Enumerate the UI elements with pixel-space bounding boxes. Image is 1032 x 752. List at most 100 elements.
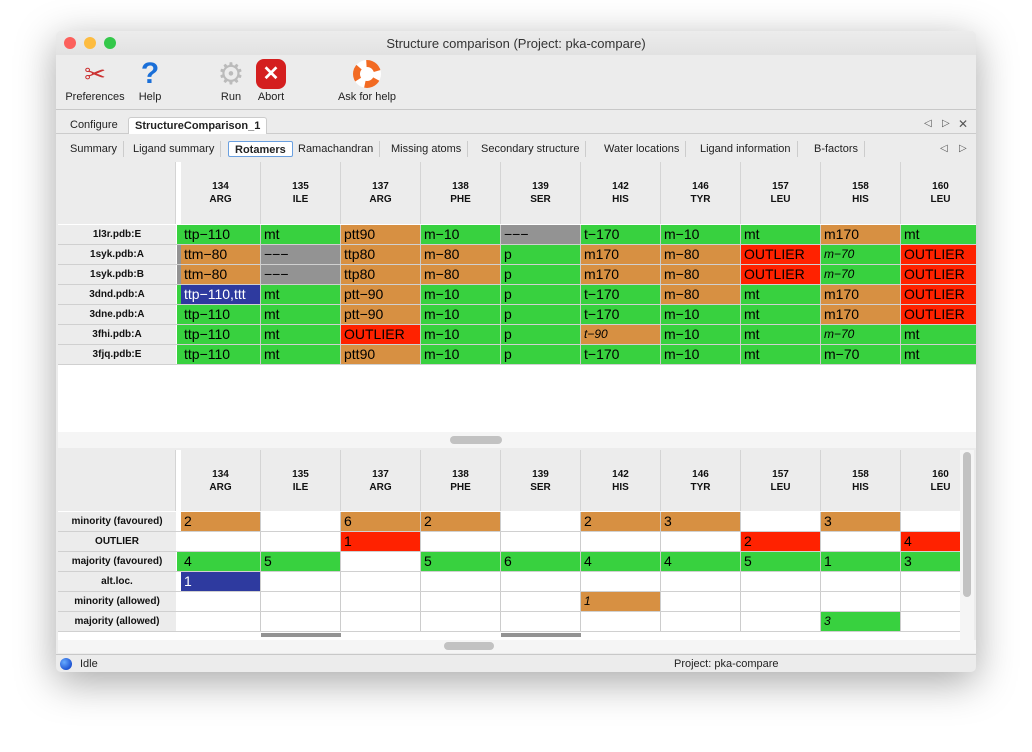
tab-configure[interactable]: Configure [70, 119, 118, 131]
table-cell[interactable] [181, 592, 261, 611]
table-cell[interactable]: t−170 [581, 285, 661, 304]
table-cell[interactable] [821, 592, 901, 611]
table-cell[interactable] [581, 532, 661, 551]
table-cell[interactable]: ttp−110 [181, 345, 261, 364]
scroll-thumb[interactable] [444, 642, 494, 650]
tab-ligand-information[interactable]: Ligand information [694, 141, 798, 157]
table-cell[interactable]: 1 [581, 592, 661, 611]
table-cell[interactable]: 3 [821, 612, 901, 631]
table-cell[interactable] [261, 572, 341, 591]
table-cell[interactable]: ttm−80 [181, 245, 261, 264]
table-cell[interactable]: m−10 [421, 285, 501, 304]
tab-b-factors[interactable]: B-factors [808, 141, 866, 157]
scroll-thumb[interactable] [963, 452, 971, 597]
tab-scroll-left-icon[interactable]: ◁ [924, 118, 932, 129]
table-cell[interactable] [901, 592, 962, 611]
table-cell[interactable]: ptt90 [341, 225, 421, 244]
table-cell[interactable]: m−70 [821, 245, 901, 264]
zoom-window-button[interactable] [104, 37, 116, 49]
column-header[interactable]: 138 PHE [421, 162, 501, 224]
table-cell[interactable]: m−10 [421, 225, 501, 244]
table-cell[interactable]: m−70 [821, 265, 901, 284]
table-cell[interactable]: ttp−110 [181, 325, 261, 344]
table-cell[interactable]: m170 [821, 285, 901, 304]
table-cell[interactable] [261, 612, 341, 631]
table-cell[interactable]: mt [261, 325, 341, 344]
table-cell[interactable] [501, 532, 581, 551]
table-cell[interactable]: 4 [901, 532, 962, 551]
table-cell[interactable] [901, 612, 962, 631]
table-cell[interactable]: 2 [421, 512, 501, 531]
table-cell[interactable] [341, 572, 421, 591]
column-header[interactable]: 138 PHE [421, 450, 501, 511]
table-cell[interactable]: −−− [261, 265, 341, 284]
table-cell[interactable]: OUTLIER [741, 245, 821, 264]
column-header[interactable]: 137 ARG [341, 162, 421, 224]
table-cell[interactable] [741, 512, 821, 531]
table-cell[interactable] [261, 592, 341, 611]
close-window-button[interactable] [64, 37, 76, 49]
table-cell[interactable]: mt [901, 325, 976, 344]
table-cell[interactable]: mt [741, 225, 821, 244]
table-cell[interactable] [501, 572, 581, 591]
table-cell[interactable]: mt [741, 285, 821, 304]
column-header[interactable]: 142 HIS [581, 450, 661, 511]
table-cell[interactable] [501, 612, 581, 631]
table-cell[interactable]: ptt−90 [341, 285, 421, 304]
table-cell[interactable]: 6 [501, 552, 581, 571]
table-cell[interactable]: mt [741, 345, 821, 364]
table-cell[interactable]: 1 [821, 552, 901, 571]
table-cell[interactable]: 1 [341, 532, 421, 551]
table-cell[interactable]: p [501, 245, 581, 264]
table-cell[interactable]: 1 [181, 572, 261, 591]
table-cell[interactable]: mt [741, 325, 821, 344]
tab-water-locations[interactable]: Water locations [598, 141, 687, 157]
table-cell[interactable]: −−− [501, 225, 581, 244]
column-header[interactable]: 146 TYR [661, 162, 741, 224]
run-button[interactable]: ⚙ Run [214, 57, 248, 104]
table-cell[interactable]: OUTLIER [341, 325, 421, 344]
table-cell[interactable]: m170 [821, 225, 901, 244]
table-cell[interactable] [341, 592, 421, 611]
table-cell[interactable]: m−10 [421, 305, 501, 324]
column-header[interactable]: 157 LEU [741, 162, 821, 224]
minimize-window-button[interactable] [84, 37, 96, 49]
column-header[interactable]: 157 LEU [741, 450, 821, 511]
column-header[interactable]: 134 ARG [181, 450, 261, 511]
table-cell[interactable]: p [501, 265, 581, 284]
table-cell[interactable] [741, 612, 821, 631]
table-cell[interactable] [421, 612, 501, 631]
table-cell[interactable] [181, 532, 261, 551]
table-cell[interactable]: mt [261, 305, 341, 324]
table-cell[interactable]: mt [741, 305, 821, 324]
table-cell[interactable] [341, 612, 421, 631]
tab-scroll-right-icon[interactable]: ▷ [942, 118, 950, 129]
column-header[interactable]: 142 HIS [581, 162, 661, 224]
table-cell[interactable] [421, 572, 501, 591]
column-header[interactable]: 158 HIS [821, 162, 901, 224]
table-cell[interactable] [421, 592, 501, 611]
table-cell[interactable] [901, 572, 962, 591]
ask-for-help-button[interactable]: Ask for help [332, 57, 402, 103]
bottom-vertical-scrollbar[interactable] [960, 450, 974, 640]
table-cell[interactable] [501, 512, 581, 531]
tab-structure-comparison[interactable]: StructureComparison_1 [128, 117, 268, 134]
subtab-scroll-left-icon[interactable]: ◁ [940, 143, 948, 154]
table-cell[interactable] [741, 572, 821, 591]
table-cell[interactable] [821, 572, 901, 591]
tab-ligand-summary[interactable]: Ligand summary [127, 141, 222, 157]
subtab-scroll-right-icon[interactable]: ▷ [959, 143, 967, 154]
table-cell[interactable]: p [501, 305, 581, 324]
table-cell[interactable] [581, 612, 661, 631]
table-cell[interactable]: OUTLIER [901, 305, 976, 324]
table-cell[interactable] [741, 592, 821, 611]
column-header[interactable]: 134 ARG [181, 162, 261, 224]
table-cell[interactable]: mt [901, 225, 976, 244]
tab-secondary-structure[interactable]: Secondary structure [475, 141, 587, 157]
table-cell[interactable]: 2 [741, 532, 821, 551]
table-cell[interactable]: m−80 [661, 245, 741, 264]
table-cell[interactable]: ttm−80 [181, 265, 261, 284]
table-cell[interactable]: 2 [181, 512, 261, 531]
table-cell[interactable]: mt [261, 225, 341, 244]
table-cell[interactable] [661, 592, 741, 611]
